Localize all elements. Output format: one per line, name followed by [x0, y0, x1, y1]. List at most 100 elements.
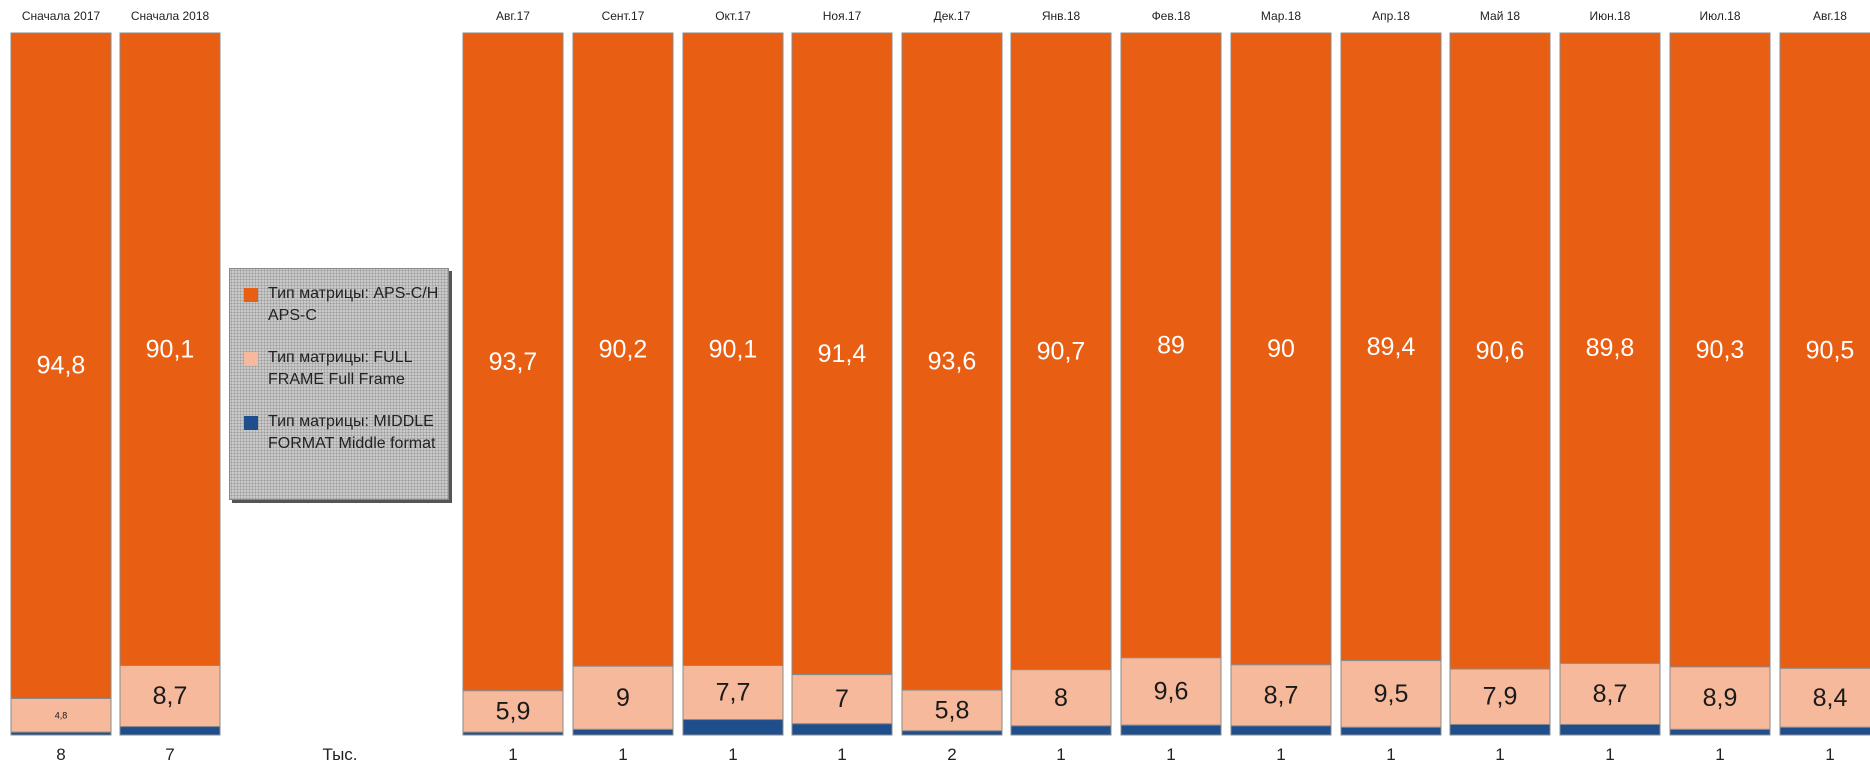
totals-unit-label: Тыс.	[322, 745, 357, 764]
data-label-aps-c-4: 90,2	[599, 336, 648, 364]
bar-segment-full-frame-3	[462, 690, 564, 733]
data-label-full-frame-14: 8,9	[1703, 684, 1738, 712]
legend-label-full-frame: Тип матрицы: FULL FRAME Full Frame	[268, 349, 412, 388]
category-label-6: Ноя.17	[823, 9, 862, 23]
total-label-11: 1	[1386, 745, 1395, 764]
total-label-12: 1	[1495, 745, 1504, 764]
bar-segment-aps-c-9	[1120, 32, 1222, 659]
legend-swatch-full-frame	[244, 352, 258, 366]
category-label-10: Мар.18	[1261, 9, 1301, 23]
data-label-full-frame-10: 8,7	[1264, 681, 1299, 709]
total-label-14: 1	[1715, 745, 1724, 764]
bar-segment-full-frame-1	[10, 697, 112, 733]
bar-segment-aps-c-3	[462, 32, 564, 692]
bar-segment-full-frame-11	[1340, 660, 1442, 728]
bar-segment-aps-c-4	[572, 32, 674, 667]
data-label-aps-c-14: 90,3	[1696, 336, 1745, 364]
total-label-7: 2	[947, 745, 956, 764]
bar-segment-aps-c-8	[1010, 32, 1112, 671]
chart-legend: Тип матрицы: APS-C/Н APS-C Тип матрицы: …	[229, 268, 449, 500]
bar-segment-full-frame-8	[1010, 669, 1112, 727]
bar-segment-full-frame-6	[791, 674, 893, 725]
bar-segment-middle-format-14	[1669, 728, 1771, 736]
category-label-4: Сент.17	[602, 9, 645, 23]
category-label-9: Фев.18	[1152, 9, 1191, 23]
data-label-aps-c-2: 90,1	[146, 335, 195, 363]
legend-label-middle-format: Тип матрицы: MIDDLE FORMAT Middle format	[268, 413, 436, 452]
data-label-aps-c-5: 90,1	[709, 335, 758, 363]
data-label-aps-c-11: 89,4	[1367, 333, 1416, 361]
data-label-full-frame-9: 9,6	[1154, 677, 1189, 705]
category-label-1: Сначала 2017	[22, 9, 101, 23]
total-label-13: 1	[1605, 745, 1614, 764]
data-label-full-frame-7: 5,8	[935, 696, 970, 724]
total-label-8: 1	[1056, 745, 1065, 764]
data-label-full-frame-2: 8,7	[153, 682, 188, 710]
bar-segment-middle-format-11	[1340, 726, 1442, 736]
category-label-2: Сначала 2018	[131, 9, 210, 23]
data-label-full-frame-8: 8	[1054, 684, 1068, 712]
total-label-2: 7	[165, 745, 174, 764]
category-label-14: Июл.18	[1699, 9, 1740, 23]
bar-segment-full-frame-9	[1120, 657, 1222, 726]
data-label-full-frame-4: 9	[616, 684, 630, 712]
bar-segment-aps-c-5	[682, 32, 784, 667]
data-label-full-frame-3: 5,9	[496, 697, 531, 725]
data-label-aps-c-10: 90	[1267, 335, 1295, 363]
legend-swatch-middle-format	[244, 416, 258, 430]
total-label-4: 1	[618, 745, 627, 764]
bar-segment-middle-format-5	[682, 719, 784, 736]
data-label-aps-c-8: 90,7	[1037, 337, 1086, 365]
bar-segment-aps-c-7	[901, 32, 1003, 691]
bar-segment-aps-c-10	[1230, 32, 1332, 666]
bar-segment-aps-c-13	[1559, 32, 1661, 664]
bar-segment-aps-c-14	[1669, 32, 1771, 668]
data-label-full-frame-1: 4,8	[55, 710, 68, 720]
data-label-aps-c-6: 91,4	[818, 340, 867, 368]
category-label-12: Май 18	[1480, 9, 1521, 23]
bar-segment-middle-format-2	[119, 726, 221, 736]
bar-segment-aps-c-2	[119, 32, 221, 667]
data-label-aps-c-9: 89	[1157, 331, 1185, 359]
bar-segment-aps-c-6	[791, 32, 893, 676]
total-label-15: 1	[1825, 745, 1834, 764]
data-label-full-frame-12: 7,9	[1483, 683, 1518, 711]
total-label-1: 8	[56, 745, 65, 764]
data-label-aps-c-13: 89,8	[1586, 334, 1635, 362]
data-label-aps-c-12: 90,6	[1476, 337, 1525, 365]
category-label-8: Янв.18	[1042, 9, 1081, 23]
bar-segment-middle-format-8	[1010, 725, 1112, 736]
bar-segment-middle-format-9	[1120, 724, 1222, 736]
bar-segment-full-frame-7	[901, 689, 1003, 732]
bar-segment-full-frame-14	[1669, 666, 1771, 730]
bar-segment-middle-format-12	[1449, 723, 1551, 736]
total-label-6: 1	[837, 745, 846, 764]
bar-segment-middle-format-1	[10, 731, 112, 736]
bar-segment-middle-format-7	[901, 730, 1003, 736]
data-label-aps-c-15: 90,5	[1806, 337, 1855, 365]
data-label-full-frame-15: 8,4	[1813, 684, 1848, 712]
category-label-15: Авг.18	[1813, 9, 1847, 23]
data-label-aps-c-7: 93,6	[928, 348, 977, 376]
total-label-5: 1	[728, 745, 737, 764]
bar-segment-middle-format-13	[1559, 723, 1661, 736]
bar-segment-middle-format-15	[1779, 726, 1870, 736]
category-label-13: Июн.18	[1590, 9, 1631, 23]
category-label-11: Апр.18	[1372, 9, 1410, 23]
total-label-9: 1	[1166, 745, 1175, 764]
bar-segment-full-frame-13	[1559, 662, 1661, 725]
bar-segment-full-frame-10	[1230, 664, 1332, 727]
bar-segment-aps-c-1	[10, 32, 112, 699]
legend-swatch-aps-c	[244, 288, 258, 302]
data-label-full-frame-5: 7,7	[716, 679, 751, 707]
category-label-7: Дек.17	[934, 9, 971, 23]
bar-segment-middle-format-4	[572, 728, 674, 736]
bar-segment-aps-c-11	[1340, 32, 1442, 662]
total-label-10: 1	[1276, 745, 1285, 764]
bar-segment-full-frame-5	[682, 665, 784, 721]
data-label-aps-c-3: 93,7	[489, 348, 538, 376]
bar-segment-full-frame-12	[1449, 668, 1551, 725]
bar-segment-middle-format-10	[1230, 725, 1332, 736]
total-label-3: 1	[508, 745, 517, 764]
bar-segment-middle-format-6	[791, 723, 893, 736]
